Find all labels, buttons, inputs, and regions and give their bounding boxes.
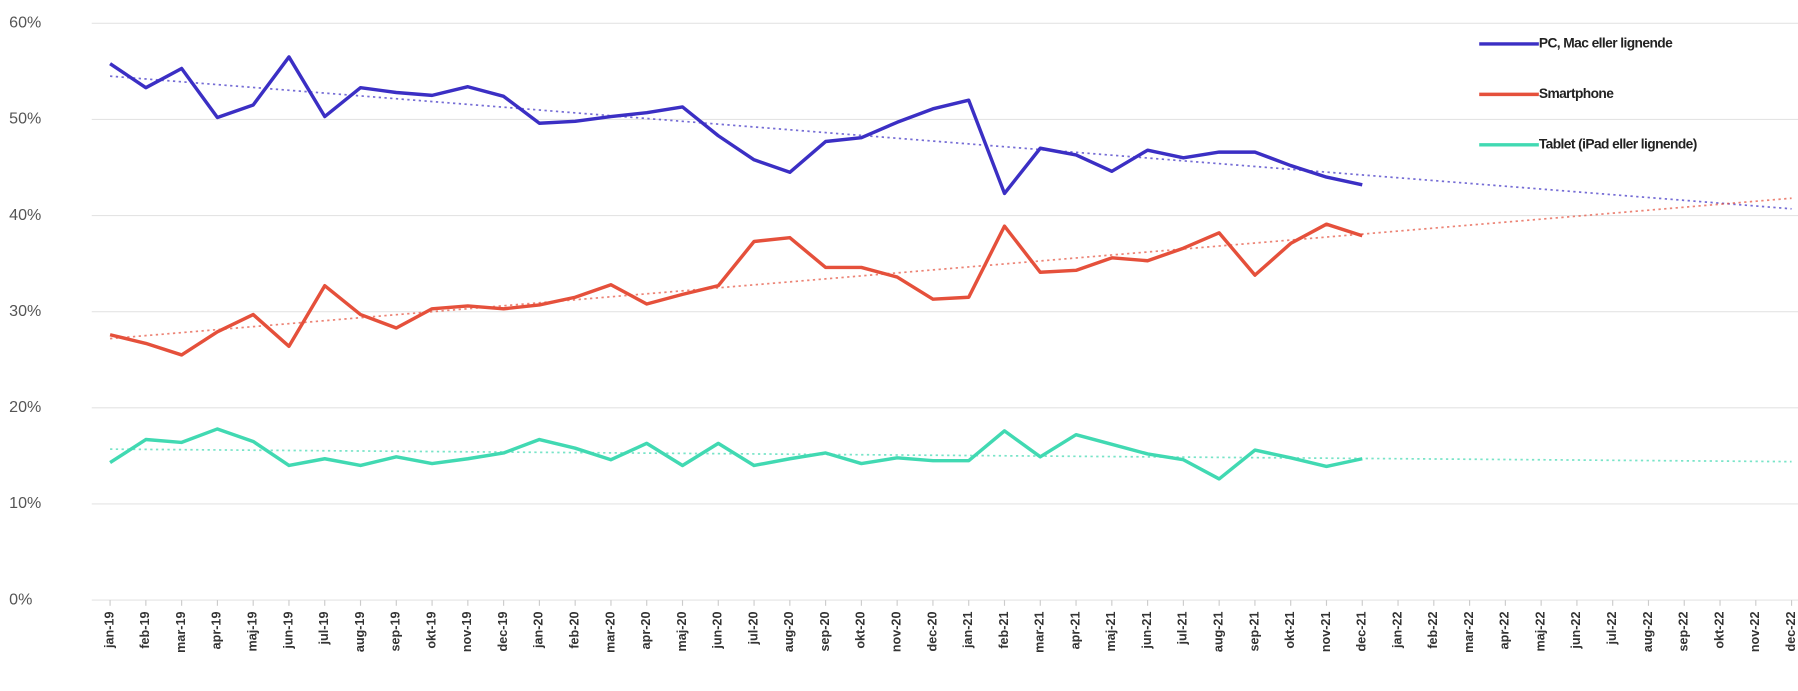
x-tick-label: apr-21: [1068, 612, 1082, 650]
x-tick-label: maj-21: [1104, 612, 1118, 652]
x-tick-label: jun-21: [1140, 612, 1154, 650]
x-tick-label: dec-19: [496, 612, 510, 652]
x-tick-label: mar-22: [1462, 612, 1476, 653]
x-tick-label: okt-21: [1283, 612, 1297, 649]
trend-line: [110, 197, 1792, 340]
x-tick-label: feb-20: [568, 612, 582, 649]
x-tick-label: jul-22: [1605, 612, 1619, 646]
x-tick-label: jun-22: [1569, 612, 1583, 650]
x-tick-label: jan-22: [1390, 612, 1404, 649]
x-tick-label: mar-20: [603, 612, 617, 653]
x-tick-label: jul-19: [317, 612, 331, 646]
x-tick-label: jan-19: [102, 612, 116, 649]
x-tick-label: nov-19: [460, 612, 474, 653]
x-tick-label: okt-19: [424, 612, 438, 649]
x-tick-label: dec-22: [1784, 612, 1798, 652]
x-tick-label: feb-21: [997, 612, 1011, 649]
x-tick-label: apr-20: [639, 612, 653, 650]
x-tick-label: jul-20: [746, 612, 760, 646]
legend-label: Smartphone: [1539, 86, 1614, 101]
y-tick-label: 10%: [9, 494, 41, 512]
x-tick-label: mar-21: [1033, 612, 1047, 653]
trend-line: [110, 75, 1792, 210]
x-tick-label: nov-21: [1319, 612, 1333, 653]
x-tick-label: jul-21: [1176, 612, 1190, 646]
x-tick-label: sep-22: [1677, 612, 1691, 652]
x-tick-label: okt-22: [1712, 612, 1726, 649]
x-tick-label: feb-19: [138, 612, 152, 649]
x-tick-label: sep-19: [389, 612, 403, 652]
x-tick-label: nov-20: [889, 612, 903, 653]
x-tick-label: jun-19: [281, 612, 295, 650]
x-tick-label: jun-20: [711, 612, 725, 650]
x-tick-label: aug-22: [1641, 612, 1655, 653]
x-tick-label: maj-19: [246, 612, 260, 652]
x-tick-label: aug-20: [782, 612, 796, 653]
x-tick-label: dec-21: [1355, 612, 1369, 652]
x-tick-label: mar-19: [174, 612, 188, 653]
y-tick-label: 50%: [9, 110, 41, 128]
x-tick-label: apr-22: [1498, 612, 1512, 650]
y-tick-label: 0%: [9, 590, 32, 608]
x-tick-label: nov-22: [1748, 612, 1762, 653]
legend-label: PC, Mac eller lignende: [1539, 36, 1673, 51]
x-tick-label: apr-19: [210, 612, 224, 650]
y-tick-label: 20%: [9, 398, 41, 416]
x-tick-label: jan-20: [532, 612, 546, 649]
x-tick-label: maj-20: [675, 612, 689, 652]
y-tick-label: 30%: [9, 302, 41, 320]
x-tick-label: aug-19: [353, 612, 367, 653]
x-tick-label: dec-20: [925, 612, 939, 652]
x-tick-label: feb-22: [1426, 612, 1440, 649]
y-tick-label: 60%: [9, 14, 41, 32]
legend-label: Tablet (iPad eller lignende): [1539, 136, 1697, 151]
x-tick-label: sep-20: [818, 612, 832, 652]
x-tick-label: jan-21: [961, 612, 975, 649]
series-line: [109, 55, 1363, 196]
x-tick-label: okt-20: [854, 612, 868, 649]
series-line: [109, 427, 1363, 481]
y-tick-label: 40%: [9, 206, 41, 224]
x-tick-label: maj-22: [1533, 612, 1547, 652]
x-tick-label: aug-21: [1211, 612, 1225, 653]
series-line: [109, 222, 1363, 357]
x-tick-label: sep-21: [1247, 612, 1261, 652]
